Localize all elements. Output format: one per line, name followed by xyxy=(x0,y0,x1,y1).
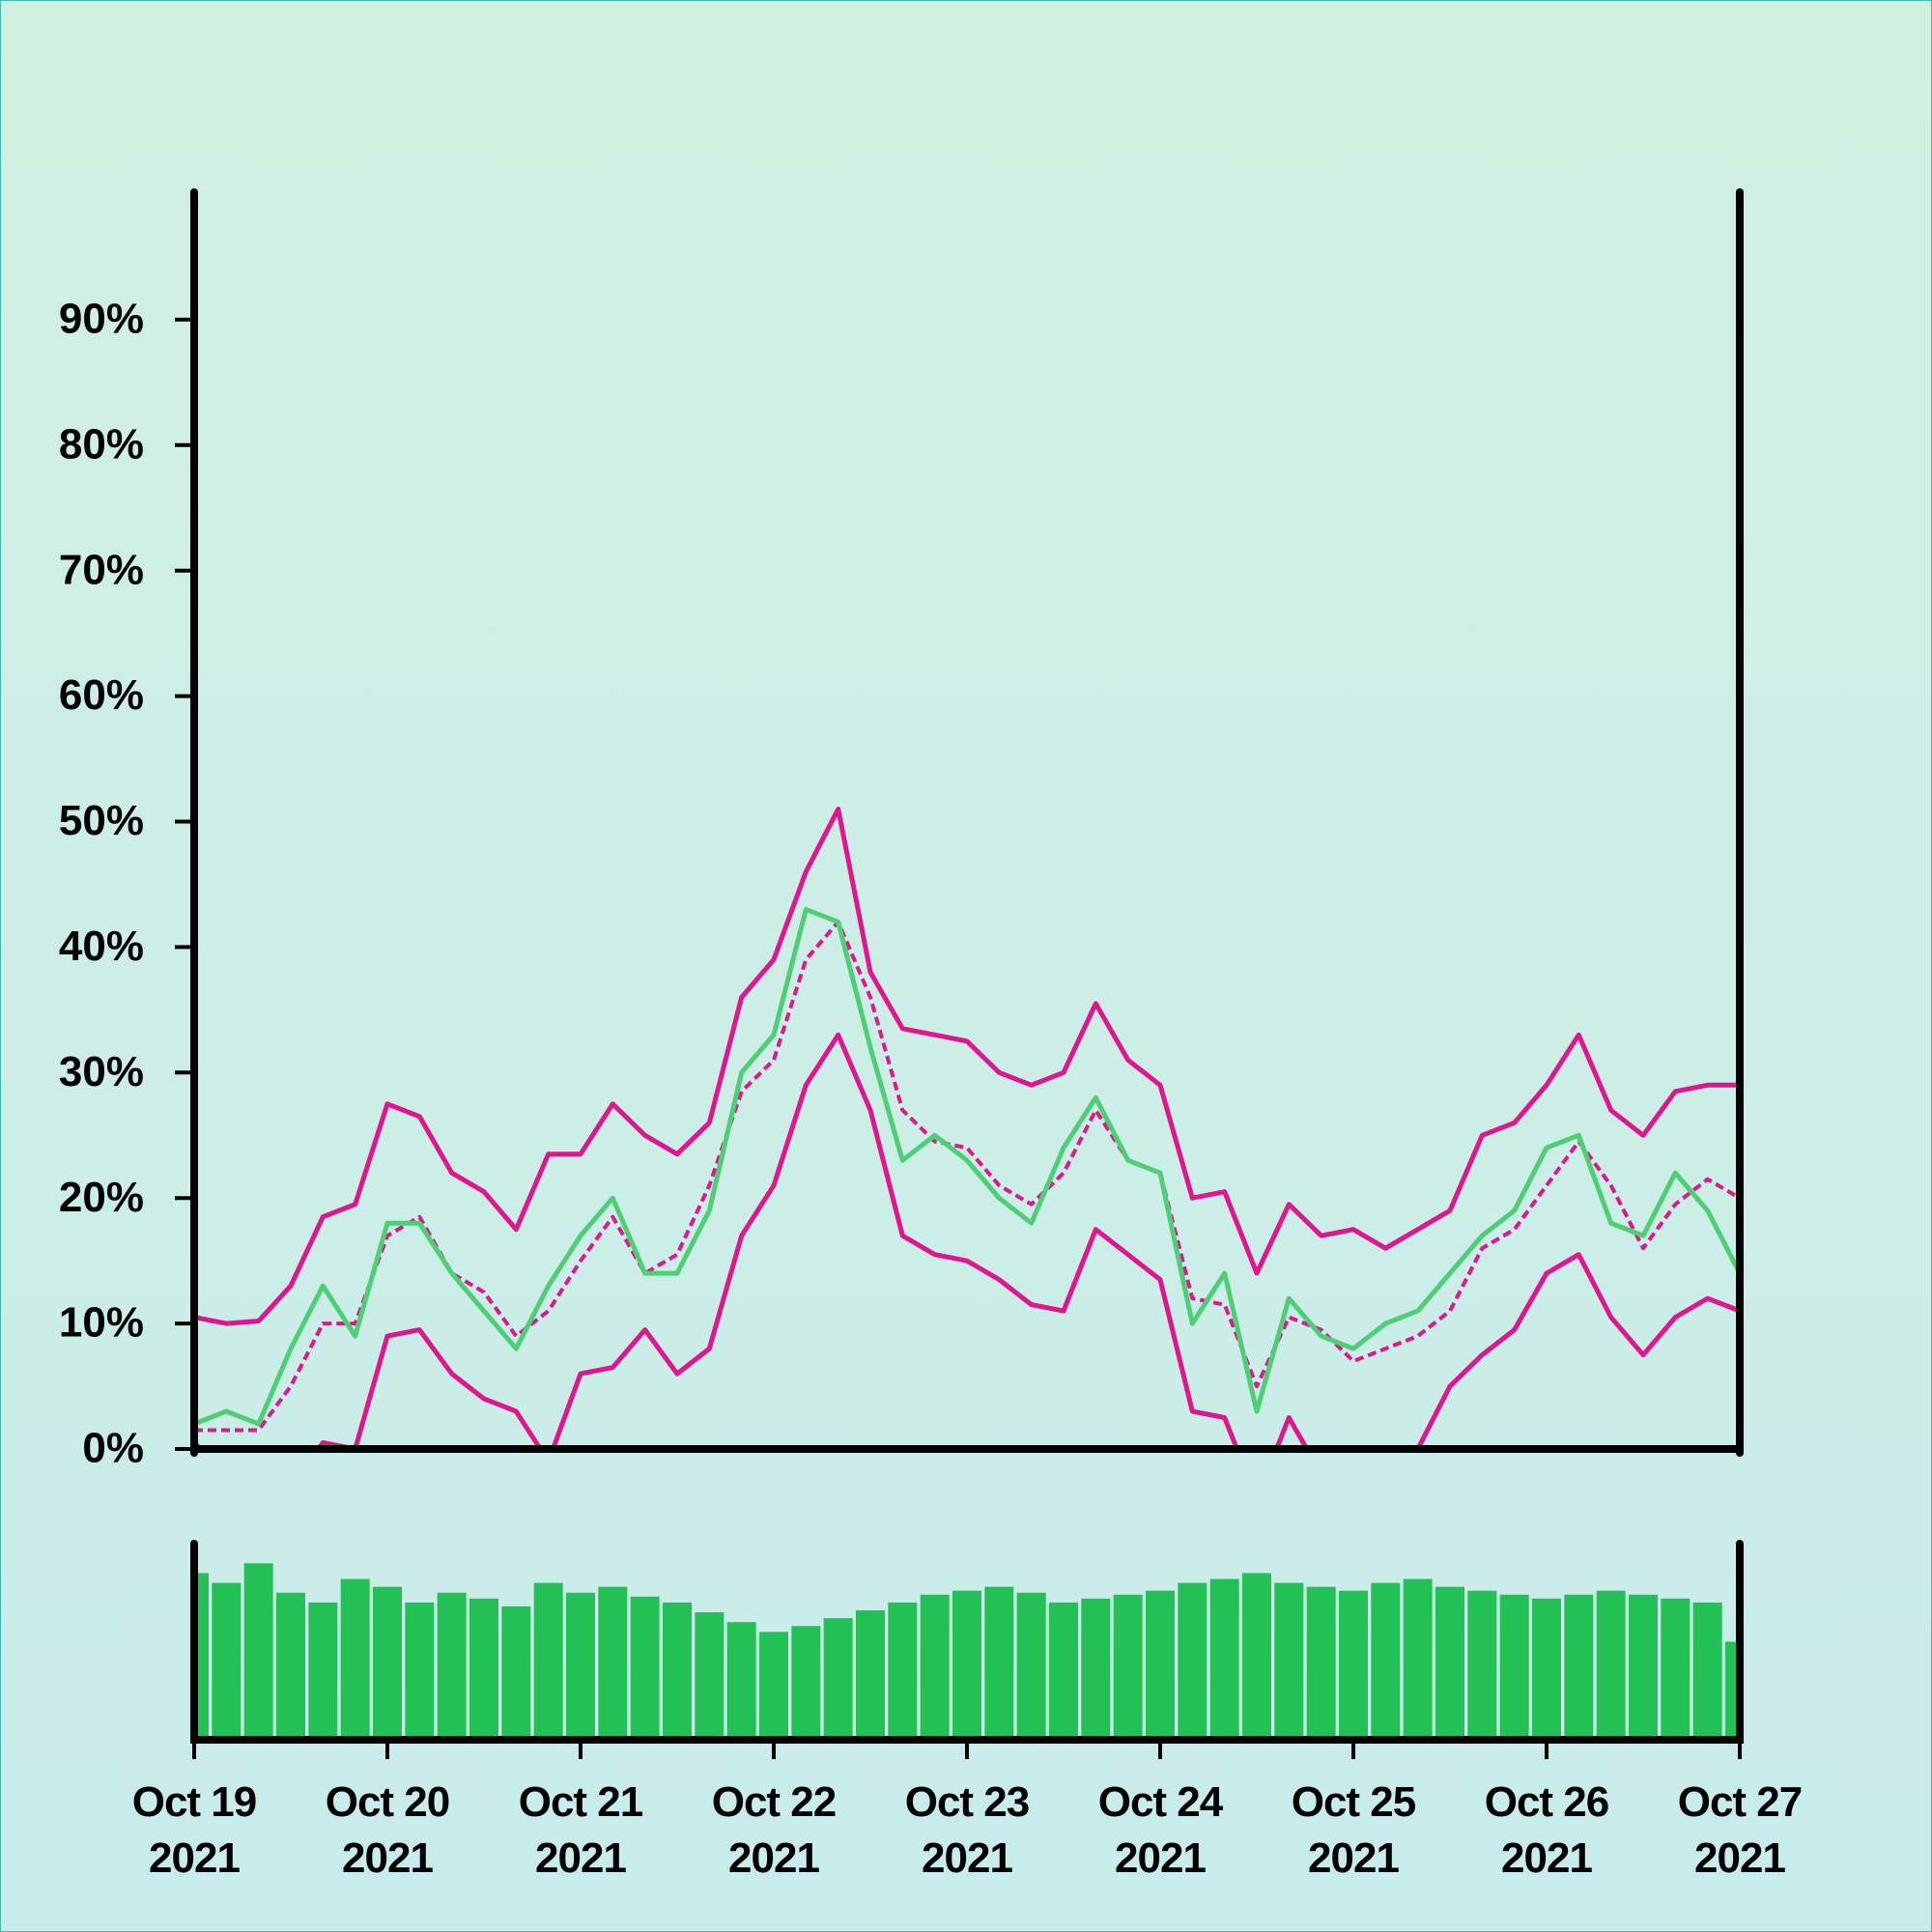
volume-bar xyxy=(1146,1590,1175,1740)
volume-bar xyxy=(533,1582,563,1740)
volume-bar xyxy=(888,1602,918,1740)
y-tick-label: 60% xyxy=(59,671,144,719)
volume-bar xyxy=(308,1602,338,1740)
volume-bar xyxy=(823,1618,853,1740)
volume-bar xyxy=(340,1578,370,1740)
volume-bar xyxy=(566,1592,595,1740)
volume-bar xyxy=(243,1563,273,1740)
volume-bar xyxy=(1016,1592,1046,1740)
y-tick-label: 50% xyxy=(59,797,144,844)
volume-bar xyxy=(1435,1586,1464,1740)
volume-bar xyxy=(663,1602,692,1740)
volume-bar xyxy=(373,1586,402,1740)
x-tick-label: Oct 21 2021 xyxy=(518,1778,644,1882)
volume-bar xyxy=(1532,1598,1561,1740)
volume-bar xyxy=(726,1622,756,1740)
series-line xyxy=(194,807,1740,1326)
series-line xyxy=(194,1032,1740,1449)
volume-bar xyxy=(1209,1578,1239,1740)
volume-bar xyxy=(276,1592,305,1740)
volume-bar xyxy=(984,1586,1014,1740)
plot-lines xyxy=(194,807,1740,1449)
volume-bar xyxy=(1178,1582,1208,1740)
volume-bar xyxy=(695,1612,724,1740)
volume-bar xyxy=(1274,1582,1304,1740)
volume-bar xyxy=(1403,1578,1433,1740)
series-line xyxy=(194,906,1740,1427)
x-tick-label: Oct 24 2021 xyxy=(1097,1778,1224,1882)
volume-bar xyxy=(1467,1590,1497,1740)
volume-bar xyxy=(856,1610,885,1740)
volume-bar xyxy=(1692,1602,1722,1740)
x-tick-label: Oct 25 2021 xyxy=(1291,1778,1417,1882)
volume-bar xyxy=(469,1598,498,1740)
x-tick-label: Oct 22 2021 xyxy=(711,1778,838,1882)
volume-bar xyxy=(1371,1582,1401,1740)
volume-bar xyxy=(598,1586,628,1740)
volume-bar xyxy=(405,1602,435,1740)
y-tick-label: 30% xyxy=(59,1048,144,1095)
axes: 0% 10% 20% 30% 40% 50% 60% 70% 80% 90% xyxy=(59,188,1744,1759)
y-tick-label: 70% xyxy=(59,546,144,593)
x-tick-label: Oct 19 2021 xyxy=(131,1778,258,1882)
y-tick-label: 10% xyxy=(59,1299,144,1347)
volume-bars xyxy=(194,1563,1740,1740)
series-line xyxy=(194,920,1740,1433)
x-tick-label: Oct 26 2021 xyxy=(1484,1778,1610,1882)
volume-bar xyxy=(501,1605,531,1740)
volume-bar xyxy=(759,1632,788,1740)
y-tick-label: 0% xyxy=(82,1425,144,1472)
y-tick-label: 20% xyxy=(59,1174,144,1221)
volume-bar xyxy=(1339,1590,1368,1740)
volume-bar xyxy=(791,1626,821,1740)
volume-bar xyxy=(1242,1573,1271,1740)
volume-bar xyxy=(1629,1594,1658,1740)
x-tick-label: Oct 20 2021 xyxy=(325,1778,451,1882)
volume-bar xyxy=(212,1582,242,1740)
volume-bar xyxy=(952,1590,981,1740)
y-tick-label: 90% xyxy=(59,296,144,343)
volume-bar xyxy=(1661,1598,1690,1740)
y-tick-label: 80% xyxy=(59,420,144,468)
volume-bar xyxy=(1049,1602,1078,1740)
volume-bar xyxy=(1081,1598,1111,1740)
x-tick-label: Oct 23 2021 xyxy=(904,1778,1031,1882)
volume-bar xyxy=(920,1594,950,1740)
volume-bar xyxy=(1499,1594,1529,1740)
volume-bar xyxy=(1113,1594,1143,1740)
y-tick-label: 40% xyxy=(59,923,144,970)
volume-bar xyxy=(1306,1586,1336,1740)
volume-bar xyxy=(630,1596,660,1740)
volume-bar xyxy=(437,1592,467,1740)
volume-bar xyxy=(1564,1594,1594,1740)
x-tick-label: Oct 27 2021 xyxy=(1677,1778,1804,1882)
volume-bar xyxy=(1596,1590,1626,1740)
